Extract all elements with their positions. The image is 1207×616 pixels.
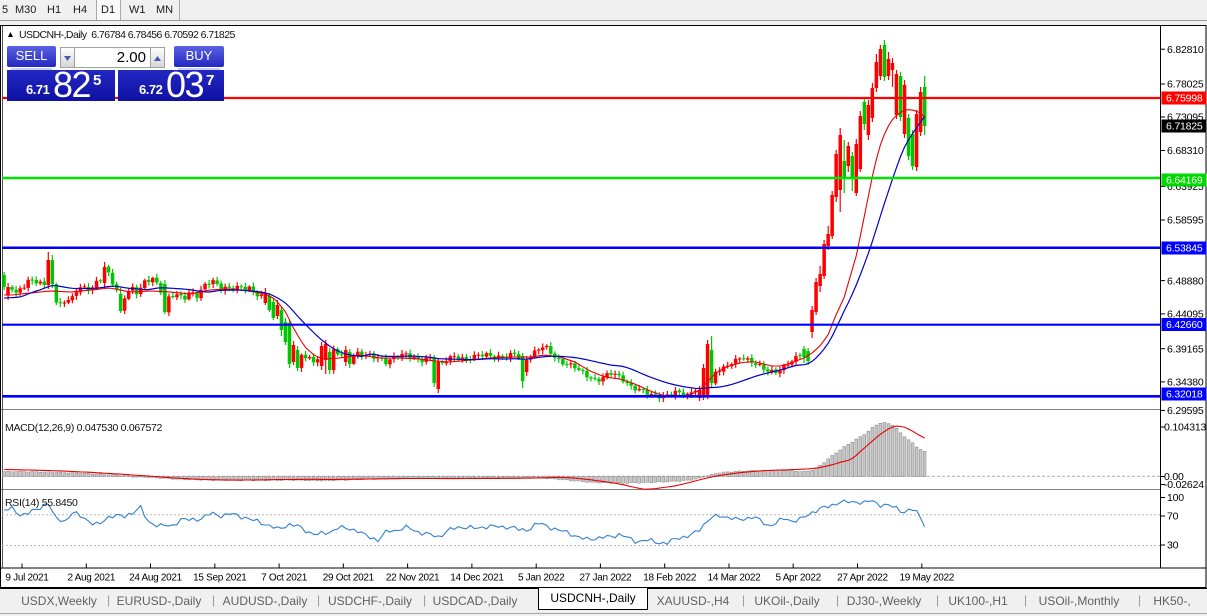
svg-text:6.34380: 6.34380 [1167,377,1204,389]
svg-text:18 Feb 2022: 18 Feb 2022 [643,573,697,584]
svg-text:14 Mar 2022: 14 Mar 2022 [708,573,762,584]
svg-text:6.39165: 6.39165 [1167,343,1204,355]
svg-text:6.29595: 6.29595 [1167,405,1204,417]
svg-text:6.78025: 6.78025 [1167,79,1204,91]
svg-text:6.48880: 6.48880 [1167,275,1204,287]
svg-text:6.82810: 6.82810 [1167,44,1204,56]
svg-text:6.58595: 6.58595 [1167,215,1204,227]
svg-text:6.64169: 6.64169 [1166,175,1203,187]
svg-text:6.44095: 6.44095 [1167,309,1204,321]
svg-text:30: 30 [1167,540,1179,552]
svg-text:19 May 2022: 19 May 2022 [900,573,955,584]
svg-text:MACD(12,26,9) 0.047530 0.06757: MACD(12,26,9) 0.047530 0.067572 [5,422,163,434]
svg-text:6.68310: 6.68310 [1167,145,1204,157]
svg-text:0.00: 0.00 [1164,471,1184,483]
svg-text:USDCNH-,Daily 6.76784 6.78456: USDCNH-,Daily 6.76784 6.78456 6.70592 6.… [19,29,235,41]
svg-text:-0.02624: -0.02624 [1164,479,1204,491]
svg-text:5 Jan 2022: 5 Jan 2022 [518,573,565,584]
svg-text:0.104313: 0.104313 [1164,422,1207,434]
svg-text:29 Oct 2021: 29 Oct 2021 [323,573,375,584]
svg-text:100: 100 [1167,492,1184,504]
svg-text:9 Jul 2021: 9 Jul 2021 [5,573,49,584]
svg-text:5 Apr 2022: 5 Apr 2022 [776,573,822,584]
svg-text:2 Aug 2021: 2 Aug 2021 [67,573,115,584]
svg-text:22 Nov 2021: 22 Nov 2021 [386,573,440,584]
svg-text:70: 70 [1167,511,1179,523]
svg-text:6.32018: 6.32018 [1166,389,1203,401]
svg-text:27 Apr 2022: 27 Apr 2022 [837,573,888,584]
svg-text:6.71825: 6.71825 [1166,121,1203,133]
svg-text:24 Aug 2021: 24 Aug 2021 [129,573,183,584]
svg-text:6.42660: 6.42660 [1166,319,1203,331]
svg-text:6.53845: 6.53845 [1166,243,1203,255]
svg-text:14 Dec 2021: 14 Dec 2021 [450,573,504,584]
svg-text:15 Sep 2021: 15 Sep 2021 [193,573,247,584]
svg-text:27 Jan 2022: 27 Jan 2022 [580,573,632,584]
svg-text:RSI(14) 55.8450: RSI(14) 55.8450 [5,497,78,509]
svg-text:6.75998: 6.75998 [1166,93,1203,105]
svg-text:7 Oct 2021: 7 Oct 2021 [261,573,308,584]
